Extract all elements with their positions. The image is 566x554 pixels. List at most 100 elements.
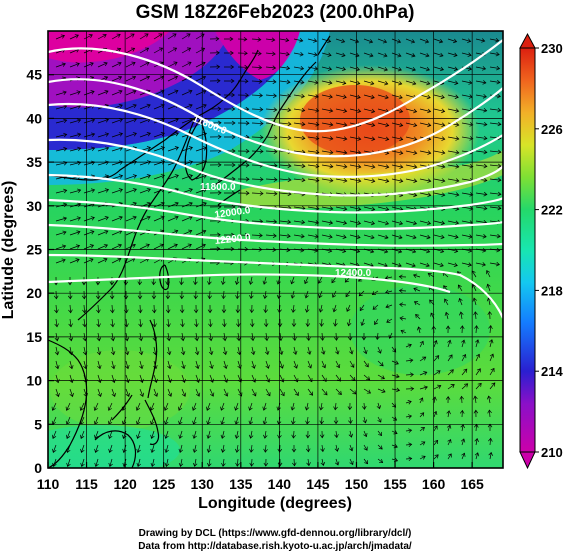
wind-arrow bbox=[249, 304, 255, 314]
wind-arrow bbox=[391, 430, 398, 435]
wind-arrow bbox=[461, 339, 466, 348]
wind-arrow bbox=[221, 290, 226, 300]
wind-arrow bbox=[307, 122, 320, 127]
wind-arrow bbox=[121, 416, 127, 425]
wind-arrow bbox=[375, 332, 380, 341]
wind-arrow bbox=[279, 107, 292, 113]
wind-arrow bbox=[69, 202, 82, 208]
wind-arrow bbox=[178, 416, 183, 425]
wind-arrow bbox=[80, 430, 85, 439]
wind-arrow bbox=[83, 132, 96, 138]
wind-arrow bbox=[195, 103, 207, 110]
wind-arrow bbox=[433, 220, 446, 226]
wind-arrow bbox=[419, 340, 424, 348]
wind-arrow bbox=[335, 108, 348, 113]
wind-arrow bbox=[321, 248, 333, 253]
wind-arrow bbox=[447, 369, 454, 376]
wind-arrow bbox=[363, 136, 376, 142]
wind-arrow bbox=[277, 458, 283, 467]
wind-arrow bbox=[321, 52, 332, 57]
wind-arrow bbox=[405, 80, 417, 86]
wind-arrow bbox=[459, 395, 465, 404]
wind-arrow bbox=[83, 146, 96, 152]
wind-arrow bbox=[55, 202, 68, 208]
wind-arrow bbox=[447, 178, 460, 183]
wind-arrow bbox=[419, 441, 426, 446]
wind-arrow bbox=[489, 382, 496, 390]
wind-arrow bbox=[54, 332, 60, 342]
wind-arrow bbox=[399, 302, 407, 307]
wind-arrow bbox=[223, 64, 235, 70]
wind-arrow bbox=[419, 262, 430, 268]
wind-arrow bbox=[223, 246, 235, 252]
wind-arrow bbox=[447, 384, 455, 390]
wind-arrow bbox=[97, 33, 107, 40]
wind-arrow bbox=[293, 219, 306, 225]
wind-arrow bbox=[391, 94, 403, 100]
wind-arrow bbox=[265, 135, 278, 140]
colorbar-tick-label: 226 bbox=[541, 122, 563, 137]
wind-arrow bbox=[349, 38, 360, 44]
wind-arrow bbox=[251, 247, 263, 252]
y-tick-label: 20 bbox=[26, 285, 42, 301]
wind-arrow bbox=[277, 318, 283, 328]
wind-arrow bbox=[237, 36, 248, 42]
wind-arrow bbox=[279, 135, 292, 141]
wind-arrow bbox=[335, 360, 341, 369]
wind-arrow bbox=[347, 332, 353, 341]
wind-arrow bbox=[237, 92, 249, 98]
wind-arrow bbox=[419, 150, 432, 155]
wind-arrow bbox=[461, 192, 474, 197]
wind-arrow bbox=[69, 90, 81, 96]
wind-arrow bbox=[371, 290, 379, 295]
wind-arrow bbox=[265, 247, 277, 252]
wind-arrow bbox=[348, 416, 353, 424]
wind-arrow bbox=[263, 444, 268, 453]
wind-arrow bbox=[433, 370, 441, 376]
wind-arrow bbox=[486, 283, 491, 292]
wind-arrow bbox=[279, 37, 290, 43]
colorbar-ticks: 210 214 218 222 226 230 bbox=[535, 41, 563, 460]
wind-arrow bbox=[265, 37, 276, 43]
y-tick-label: 40 bbox=[26, 110, 42, 126]
footer-credit: Drawing by DCL (https://www.gfd-dennou.o… bbox=[139, 528, 412, 539]
y-tick-label: 0 bbox=[34, 460, 42, 476]
wind-arrow bbox=[164, 416, 169, 425]
wind-arrow bbox=[69, 160, 82, 166]
wind-arrow bbox=[291, 304, 296, 313]
wind-arrow bbox=[80, 458, 85, 468]
wind-arrow bbox=[405, 428, 413, 433]
wind-arrow bbox=[66, 458, 71, 468]
wind-arrow bbox=[53, 290, 59, 300]
wind-arrow bbox=[94, 458, 99, 468]
wind-arrow bbox=[208, 346, 214, 356]
wind-arrow bbox=[138, 332, 144, 342]
wind-arrow bbox=[475, 353, 481, 362]
wind-arrow bbox=[262, 402, 267, 411]
wind-arrow bbox=[151, 290, 157, 300]
wind-arrow bbox=[377, 360, 384, 367]
wind-arrow bbox=[153, 89, 165, 96]
wind-arrow bbox=[65, 430, 71, 439]
wind-arrow bbox=[363, 80, 375, 86]
wind-arrow bbox=[489, 191, 502, 197]
wind-arrow bbox=[167, 374, 172, 384]
wind-arrow bbox=[65, 402, 71, 411]
wind-arrow bbox=[459, 311, 464, 320]
wind-arrow bbox=[293, 121, 306, 127]
wind-arrow bbox=[251, 360, 256, 369]
wind-arrow bbox=[307, 177, 320, 183]
wind-arrow bbox=[419, 122, 432, 128]
wind-arrow bbox=[419, 80, 431, 86]
wind-arrow bbox=[291, 416, 296, 425]
wind-arrow bbox=[276, 276, 281, 285]
wind-arrow bbox=[304, 290, 309, 299]
wind-arrow bbox=[223, 134, 236, 140]
wind-arrow bbox=[349, 444, 354, 452]
wind-arrow bbox=[279, 219, 292, 225]
wind-arrow bbox=[167, 146, 179, 152]
wind-arrow bbox=[251, 107, 264, 112]
wind-arrow bbox=[489, 247, 501, 253]
wind-arrow bbox=[489, 37, 500, 43]
wind-arrow bbox=[139, 388, 145, 397]
